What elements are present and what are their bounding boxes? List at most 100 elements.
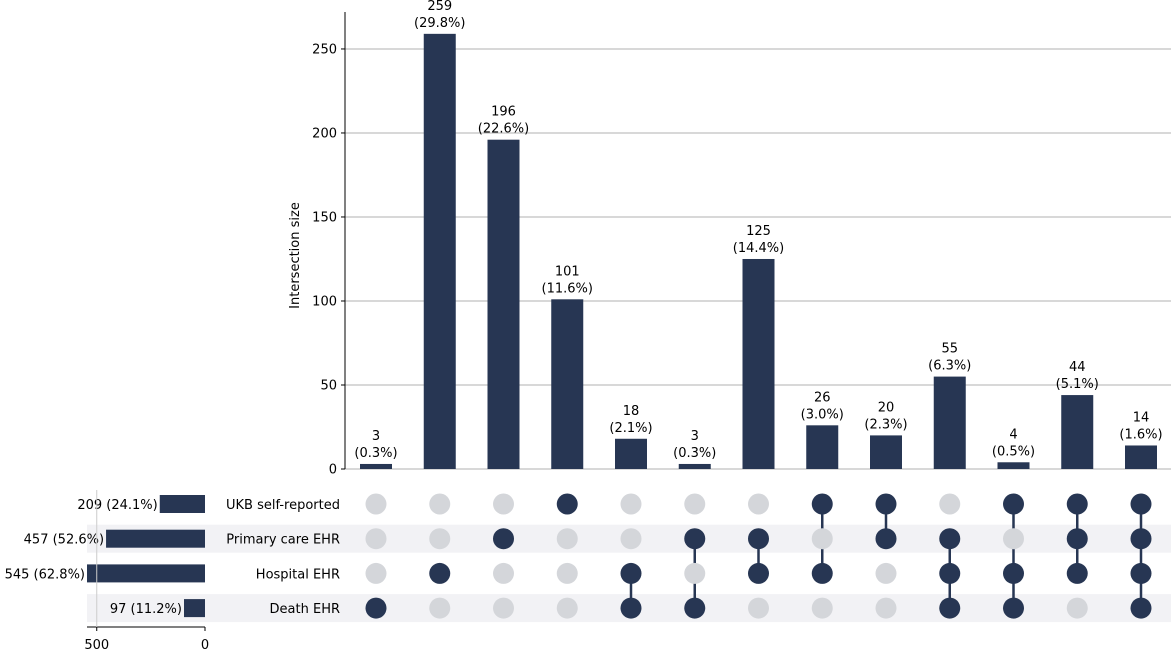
set-name-label: UKB self-reported bbox=[226, 498, 340, 513]
set-size-label: 457 (52.6%) bbox=[24, 533, 104, 548]
y-tick-label: 250 bbox=[312, 42, 337, 57]
intersection-bar bbox=[487, 139, 520, 470]
matrix-dot-active bbox=[1130, 528, 1152, 550]
intersection-bar bbox=[870, 435, 902, 469]
matrix-dot-active bbox=[684, 528, 706, 550]
set-size-bar bbox=[87, 564, 205, 583]
intersection-bars bbox=[360, 33, 1157, 470]
intersection-count-label: 125 bbox=[746, 224, 771, 239]
intersection-count-label: 18 bbox=[623, 404, 640, 419]
matrix-dot-inactive bbox=[684, 493, 706, 515]
matrix-dot-inactive bbox=[429, 597, 451, 619]
matrix-dot-active bbox=[939, 562, 961, 584]
matrix-dot-inactive bbox=[493, 562, 514, 584]
intersection-percent-label: (29.8%) bbox=[414, 16, 465, 31]
matrix-dot-active bbox=[1003, 597, 1024, 619]
set-size-bar bbox=[159, 495, 205, 513]
matrix-dot-active bbox=[1066, 528, 1088, 550]
y-tick-label: 200 bbox=[312, 126, 337, 141]
matrix-dot-inactive bbox=[875, 597, 897, 619]
intersection-bar bbox=[615, 438, 647, 469]
intersection-count-label: 3 bbox=[691, 429, 699, 444]
y-tick-label: 0 bbox=[329, 463, 337, 478]
set-size-bars: 209 (24.1%) 457 (52.6%) 545 (62.8%) 97 (11.… bbox=[5, 495, 205, 618]
intersection-percent-label: (6.3%) bbox=[928, 359, 971, 374]
intersection-bar bbox=[1061, 395, 1094, 469]
intersection-count-label: 3 bbox=[372, 429, 380, 444]
matrix-dot-active bbox=[429, 562, 451, 584]
intersection-percent-label: (0.5%) bbox=[992, 444, 1035, 459]
intersection-bar bbox=[1125, 445, 1157, 469]
matrix-dot-inactive bbox=[365, 493, 387, 515]
set-size-tick-label: 500 bbox=[84, 638, 109, 652]
matrix-dot-active bbox=[1130, 493, 1152, 515]
matrix-dot-inactive bbox=[875, 562, 897, 584]
matrix-dot-inactive bbox=[556, 528, 578, 550]
intersection-percent-label: (2.1%) bbox=[609, 421, 652, 436]
matrix-dot-active bbox=[1130, 562, 1152, 584]
matrix-dot-inactive bbox=[939, 493, 961, 515]
intersection-percent-label: (0.3%) bbox=[673, 446, 716, 461]
matrix-dot-active bbox=[875, 493, 897, 515]
matrix-dot-active bbox=[811, 493, 833, 515]
matrix-dot-inactive bbox=[684, 562, 706, 584]
set-size-bar bbox=[106, 529, 205, 548]
intersection-count-label: 44 bbox=[1069, 360, 1086, 375]
set-size-axis: 500 0 bbox=[84, 490, 209, 653]
intersection-percent-label: (0.3%) bbox=[354, 446, 397, 461]
matrix-dot-inactive bbox=[429, 493, 451, 515]
matrix-dot-active bbox=[1066, 562, 1088, 584]
matrix-dot-active bbox=[748, 562, 769, 584]
y-tick-label: 100 bbox=[312, 294, 337, 309]
membership-matrix bbox=[365, 493, 1152, 619]
matrix-dot-active bbox=[1130, 597, 1152, 619]
intersection-count-label: 101 bbox=[555, 264, 580, 279]
intersection-bar bbox=[678, 463, 711, 469]
matrix-dot-active bbox=[620, 597, 642, 619]
intersection-percent-label: (1.6%) bbox=[1119, 427, 1162, 442]
intersection-bar bbox=[551, 299, 584, 469]
matrix-dot-inactive bbox=[1066, 597, 1088, 619]
intersection-percent-label: (5.1%) bbox=[1056, 377, 1099, 392]
intersection-count-label: 259 bbox=[427, 0, 452, 14]
matrix-dot-inactive bbox=[493, 493, 514, 515]
intersection-bar bbox=[742, 258, 775, 469]
matrix-dot-active bbox=[1066, 493, 1088, 515]
matrix-dot-inactive bbox=[748, 493, 769, 515]
set-size-label: 545 (62.8%) bbox=[5, 567, 85, 582]
y-tick-label: 50 bbox=[320, 378, 337, 393]
matrix-dot-inactive bbox=[620, 528, 642, 550]
matrix-dot-active bbox=[748, 528, 769, 550]
matrix-dot-active bbox=[1003, 493, 1024, 515]
intersection-bar bbox=[806, 425, 839, 469]
matrix-dot-inactive bbox=[429, 528, 451, 550]
matrix-dot-inactive bbox=[365, 562, 387, 584]
matrix-dot-active bbox=[365, 597, 387, 619]
matrix-dot-active bbox=[939, 597, 961, 619]
intersection-count-label: 26 bbox=[814, 390, 831, 405]
matrix-dot-inactive bbox=[365, 528, 387, 550]
intersection-count-label: 55 bbox=[941, 342, 958, 357]
matrix-dot-inactive bbox=[556, 597, 578, 619]
intersection-percent-label: (14.4%) bbox=[733, 241, 784, 256]
set-name-label: Hospital EHR bbox=[256, 567, 340, 582]
set-size-label: 97 (11.2%) bbox=[110, 602, 182, 617]
matrix-dot-active bbox=[556, 493, 578, 515]
y-tick-label: 150 bbox=[312, 210, 337, 225]
matrix-dot-inactive bbox=[493, 597, 514, 619]
matrix-dot-inactive bbox=[620, 493, 642, 515]
intersection-percent-label: (2.3%) bbox=[864, 417, 907, 432]
set-name-label: Primary care EHR bbox=[226, 533, 340, 548]
matrix-dot-active bbox=[684, 597, 706, 619]
y-axis: 0 50 100 150 200 250 Intersection size bbox=[288, 12, 346, 478]
matrix-dot-active bbox=[620, 562, 642, 584]
set-name-label: Death EHR bbox=[270, 602, 340, 617]
matrix-dot-inactive bbox=[811, 597, 833, 619]
intersection-bar bbox=[360, 463, 392, 469]
matrix-dot-active bbox=[1003, 562, 1024, 584]
set-size-label: 209 (24.1%) bbox=[77, 498, 157, 513]
intersection-count-label: 196 bbox=[491, 105, 516, 120]
set-names: UKB self-reported Primary care EHR Hospita… bbox=[226, 498, 340, 617]
